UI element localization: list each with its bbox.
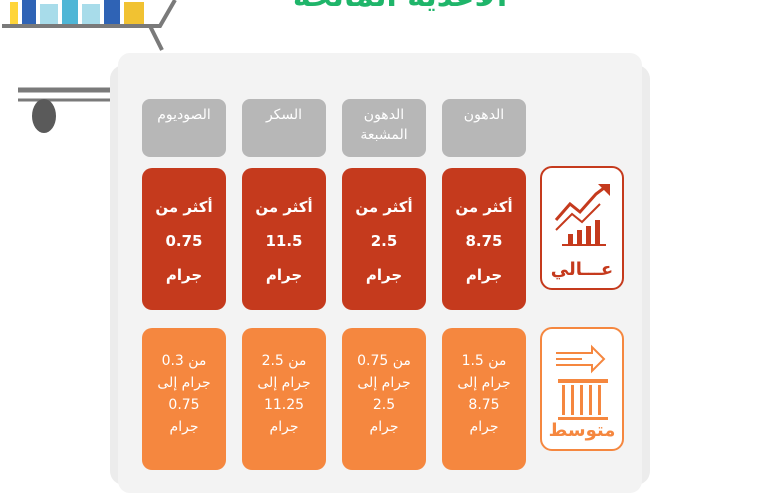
- high-sodium-cell: أكثر من 0.75 جرام: [142, 168, 226, 310]
- header-sodium: الصوديوم: [142, 99, 226, 157]
- cell-text: من 0.75: [357, 353, 411, 369]
- mid-sodium-cell: من 0.3 جرام إلى 0.75 جرام: [142, 328, 226, 470]
- cell-unit: جرام: [469, 419, 499, 435]
- cell-text: من 0.3: [161, 353, 207, 369]
- high-saturated-fat-cell: أكثر من 2.5 جرام: [342, 168, 426, 310]
- bars-arrows-icon: [556, 344, 608, 420]
- cell-unit: جرام: [269, 419, 299, 435]
- cell-unit: جرام: [165, 266, 203, 284]
- cell-text: من 1.5: [461, 353, 507, 369]
- rising-chart-icon: [554, 184, 610, 246]
- cell-unit: جرام: [365, 266, 403, 284]
- mid-fat-cell: من 1.5 جرام إلى 8.75 جرام: [442, 328, 526, 470]
- cell-text: أكثر من: [455, 198, 513, 216]
- header-fat: الدهون: [442, 99, 526, 157]
- category-high: عـــالي: [540, 166, 624, 290]
- cell-unit: جرام: [265, 266, 303, 284]
- cell-text: جرام إلى: [157, 375, 211, 391]
- page-title: الأغذية المالحة: [250, 0, 550, 16]
- mid-saturated-fat-cell: من 0.75 جرام إلى 2.5 جرام: [342, 328, 426, 470]
- cell-value: 0.75: [165, 232, 203, 250]
- high-fat-cell: أكثر من 8.75 جرام: [442, 168, 526, 310]
- header-saturated-fat: الدهون المشبعة: [342, 99, 426, 157]
- cell-value: 8.75: [468, 397, 500, 413]
- cell-text: أكثر من: [255, 198, 313, 216]
- cell-unit: جرام: [465, 266, 503, 284]
- cell-text: جرام إلى: [357, 375, 411, 391]
- cell-value: 11.25: [263, 397, 305, 413]
- cell-text: أكثر من: [155, 198, 213, 216]
- cell-value: 8.75: [465, 232, 503, 250]
- cell-unit: جرام: [369, 419, 399, 435]
- shopping-cart-icon: [2, 0, 177, 133]
- category-mid-label: متوسط: [548, 420, 616, 441]
- cell-text: جرام إلى: [457, 375, 511, 391]
- cell-value: 0.75: [168, 397, 200, 413]
- category-mid: متوسط: [540, 327, 624, 451]
- cell-value: 2.5: [372, 397, 396, 413]
- cell-text: جرام إلى: [257, 375, 311, 391]
- mid-sugar-cell: من 2.5 جرام إلى 11.25 جرام: [242, 328, 326, 470]
- category-high-label: عـــالي: [550, 259, 614, 280]
- cell-unit: جرام: [169, 419, 199, 435]
- cell-value: 11.5: [265, 232, 303, 250]
- cell-text: من 2.5: [261, 353, 307, 369]
- header-sugar: السكر: [242, 99, 326, 157]
- cell-value: 2.5: [370, 232, 398, 250]
- high-sugar-cell: أكثر من 11.5 جرام: [242, 168, 326, 310]
- cell-text: أكثر من: [355, 198, 413, 216]
